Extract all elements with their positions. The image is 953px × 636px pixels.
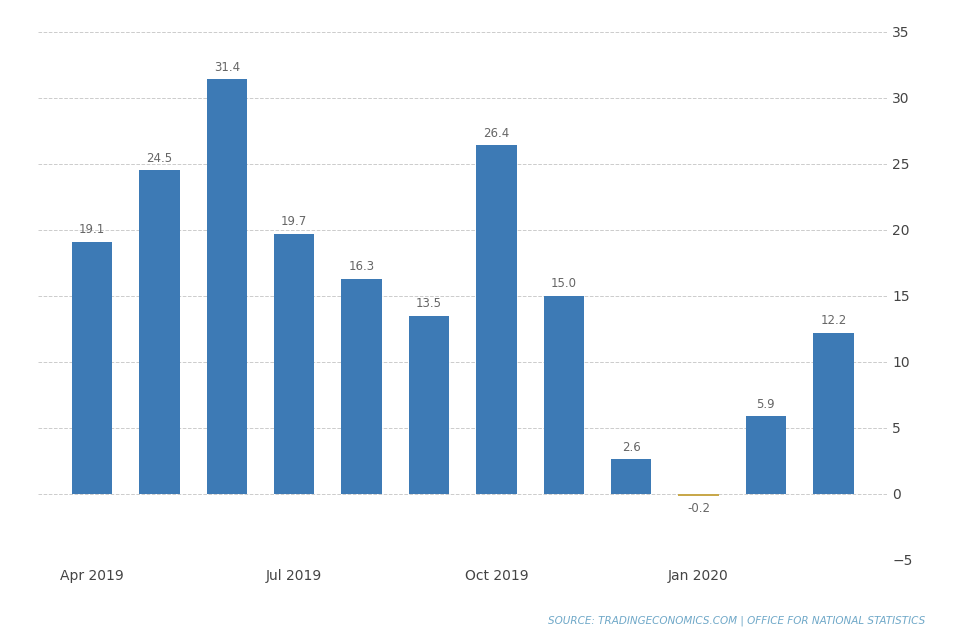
Bar [207,80,247,494]
Text: 16.3: 16.3 [348,260,375,273]
Text: 26.4: 26.4 [483,127,509,140]
Bar [71,242,112,494]
Bar [745,416,785,494]
Text: 24.5: 24.5 [146,152,172,165]
Text: 2.6: 2.6 [621,441,639,454]
Bar [476,145,517,494]
Text: 15.0: 15.0 [550,277,577,291]
Bar [678,494,718,496]
Text: 19.7: 19.7 [281,216,307,228]
Text: 13.5: 13.5 [416,297,441,310]
Text: 12.2: 12.2 [820,314,845,328]
Text: -0.2: -0.2 [686,502,709,515]
Bar [543,296,583,494]
Bar [812,333,853,494]
Bar [274,233,314,494]
Text: 31.4: 31.4 [213,61,239,74]
Text: 5.9: 5.9 [756,398,775,411]
Bar [139,170,179,494]
Bar [408,315,449,494]
Bar [610,459,651,494]
Text: 19.1: 19.1 [79,223,105,237]
Bar [341,279,381,494]
Text: SOURCE: TRADINGECONOMICS.COM | OFFICE FOR NATIONAL STATISTICS: SOURCE: TRADINGECONOMICS.COM | OFFICE FO… [548,616,924,626]
